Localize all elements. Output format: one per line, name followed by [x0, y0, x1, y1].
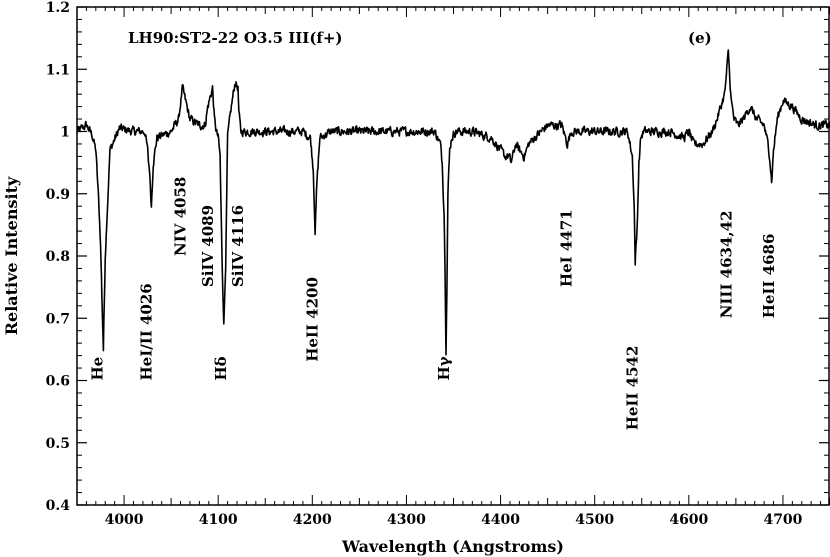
x-tick-label: 4600	[669, 512, 708, 528]
plot-border	[76, 6, 830, 506]
panel-label: (e)	[688, 29, 712, 47]
line-annotation: HeII 4200	[303, 277, 321, 362]
y-axis-title: Relative Intensity	[2, 176, 21, 335]
line-annotation: He	[89, 357, 107, 381]
y-tick-label: 0.6	[46, 374, 70, 390]
line-annotation: NIII 4634,42	[718, 210, 736, 318]
x-axis-title: Wavelength (Angstroms)	[341, 537, 564, 556]
line-annotation: Hδ	[212, 356, 230, 380]
x-tick-label: 4400	[481, 512, 520, 528]
line-annotations: He HeI/II 4026 NIV 4058 SiIV 4089 Hδ SiIV 411…	[89, 177, 778, 431]
x-tick-label: 4200	[293, 512, 332, 528]
line-annotation: NIV 4058	[172, 177, 190, 256]
line-annotation: HeI/II 4026	[138, 283, 156, 380]
y-tick-label: 0.5	[46, 436, 70, 452]
line-annotation: SiIV 4089	[199, 205, 217, 287]
y-tick-label: 1.2	[46, 0, 70, 16]
line-annotation: HeII 4686	[760, 234, 778, 319]
spectrum-line	[76, 49, 830, 356]
line-annotation: HeI 4471	[558, 209, 576, 287]
line-annotation: SiIV 4116	[229, 205, 247, 287]
line-annotation: HeII 4542	[623, 346, 641, 431]
y-tick-label: 0.7	[46, 311, 70, 327]
y-axis: 0.4 0.5 0.6 0.7 0.8 0.9 1 1.1 1.2	[46, 0, 829, 514]
y-tick-label: 0.8	[46, 249, 70, 265]
x-axis: 4000 4100 4200 4300 4400 4500 4600 4700	[76, 7, 830, 528]
x-tick-label: 4500	[575, 512, 614, 528]
x-tick-label: 4100	[199, 512, 238, 528]
y-tick-label: 1.1	[46, 62, 70, 78]
line-annotation: Hγ	[435, 356, 453, 380]
plot-frame	[76, 6, 830, 506]
chart-title: LH90:ST2-22 O3.5 III(f+)	[128, 29, 343, 47]
y-tick-label: 1	[60, 125, 70, 141]
x-tick-label: 4000	[105, 512, 144, 528]
y-tick-label: 0.9	[46, 187, 70, 203]
x-tick-label: 4300	[387, 512, 426, 528]
y-tick-label: 0.4	[46, 498, 71, 514]
x-tick-label: 4700	[763, 512, 802, 528]
